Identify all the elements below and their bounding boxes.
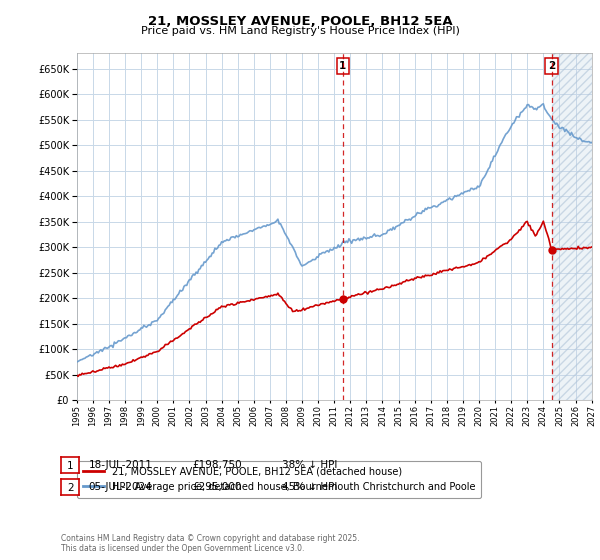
Bar (551, 53, 592, 400)
Text: £198,750: £198,750 (192, 460, 242, 470)
Text: 18-JUL-2011: 18-JUL-2011 (89, 460, 152, 470)
Text: 2: 2 (548, 61, 555, 71)
Text: Price paid vs. HM Land Registry's House Price Index (HPI): Price paid vs. HM Land Registry's House … (140, 26, 460, 36)
Text: 05-JUL-2024: 05-JUL-2024 (89, 482, 152, 492)
Text: Contains HM Land Registry data © Crown copyright and database right 2025.
This d: Contains HM Land Registry data © Crown c… (61, 534, 360, 553)
Text: 2: 2 (67, 483, 74, 493)
Text: 45% ↓ HPI: 45% ↓ HPI (282, 482, 337, 492)
Text: 1: 1 (339, 61, 347, 71)
Bar (551, 53, 592, 400)
Text: £295,000: £295,000 (192, 482, 241, 492)
Text: 1: 1 (67, 460, 74, 470)
Text: 21, MOSSLEY AVENUE, POOLE, BH12 5EA: 21, MOSSLEY AVENUE, POOLE, BH12 5EA (148, 15, 452, 27)
Legend: 21, MOSSLEY AVENUE, POOLE, BH12 5EA (detached house), HPI: Average price, detach: 21, MOSSLEY AVENUE, POOLE, BH12 5EA (det… (77, 461, 481, 498)
Text: 38% ↓ HPI: 38% ↓ HPI (282, 460, 337, 470)
